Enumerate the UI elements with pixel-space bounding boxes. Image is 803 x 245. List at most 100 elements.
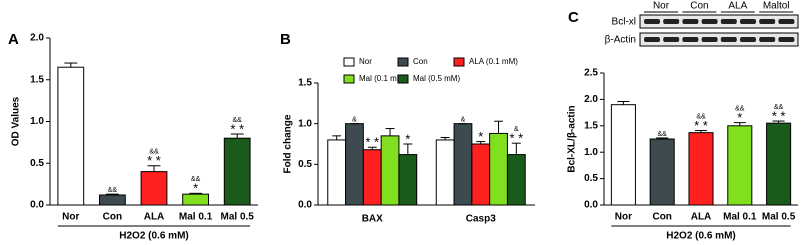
y-tick-label: 2.0 [584,94,598,105]
bar [223,137,251,206]
legend-label: Con [413,57,428,66]
legend-swatch [453,57,465,67]
legend-swatch [343,57,355,67]
bar [489,132,508,206]
significance-hash: && [233,117,243,124]
significance-hash: && [735,105,745,112]
y-tick-label: 1.5 [30,74,44,85]
significance-star: * * [694,118,708,133]
bar [345,123,364,206]
blot-band [701,19,718,24]
bar [435,139,455,206]
x-tick-label: Mal 0.1 [179,212,213,223]
blot-band [720,37,737,42]
significance-hash: && [191,176,201,183]
significance-hash: && [108,187,118,194]
bar [727,125,753,206]
legend-swatch [397,57,409,67]
x-tick-label: Con [652,212,671,223]
blot-band [740,19,756,24]
significance-hash: && [149,149,159,156]
legend-swatch [343,74,355,84]
significance-hash: & [461,117,466,124]
panel-letter: B [280,31,291,48]
bar [182,193,209,206]
significance-star: * [737,110,742,125]
bar [688,132,714,206]
legend-label: Nor [359,57,372,66]
blot-band [720,19,737,24]
blot-band [644,37,660,42]
blot-band [644,19,660,24]
y-tick-label: 1.0 [30,116,44,127]
bar [57,66,85,206]
x-tick-label: BAX [362,214,383,225]
significance-hash: && [774,104,784,111]
y-tick-label: 0.5 [584,173,598,184]
bar [471,143,491,206]
y-axis-label: OD Values [11,96,22,146]
bar [506,154,526,206]
x-tick-label: Nor [62,212,79,223]
blot-row-label: Bcl-xl [612,17,636,28]
legend-label: ALA (0.1 mM) [469,57,518,66]
x-tick-label: ALA [691,212,712,223]
blot-band [778,19,795,24]
y-tick-label: 0.5 [298,159,312,170]
y-tick-label: 0.0 [584,200,598,211]
significance-star: * * [772,108,786,123]
x-tick-label: ALA [144,212,165,223]
blot-band [740,37,756,42]
blot-band [663,37,680,42]
blot-lane-label: Nor [653,1,670,12]
significance-star: * * [509,131,523,146]
group-label: H2O2 (0.6 mM) [666,231,735,242]
y-tick-label: 1.0 [298,118,312,129]
bar [140,171,168,206]
significance-hash: && [696,113,706,120]
y-tick-label: 2.5 [584,68,598,79]
bar [649,138,675,206]
x-tick-label: Mal 0.5 [221,212,255,223]
legend-swatch [397,74,409,84]
bar [362,149,382,206]
legend-label: Mal (0.5 mM) [413,74,460,83]
blot-strip [639,32,799,47]
blot-row-label: β-Actin [605,35,636,46]
significance-star: * [478,129,483,144]
significance-star: * * [147,153,161,168]
y-tick-label: 0.0 [298,200,312,211]
y-tick-label: 0.0 [30,200,44,211]
blot-lane-label: Con [690,1,708,12]
y-tick-label: 1.0 [584,147,598,158]
significance-hash: && [658,131,668,138]
significance-star: * * [365,135,379,150]
bar [398,154,418,206]
y-axis-label: Bcl-XL/β-actin [567,105,578,172]
blot-band [663,19,680,24]
blot-band [682,37,699,42]
bar [99,194,126,206]
panel-letter: A [8,31,19,48]
significance-star: * [405,131,410,146]
blot-lane-label: Maltol [763,1,790,12]
y-tick-label: 1.5 [584,120,598,131]
y-tick-label: 1.5 [298,78,312,89]
x-tick-label: Mal 0.1 [723,212,757,223]
x-tick-label: Nor [615,212,632,223]
blot-band [682,19,699,24]
x-tick-label: Casp3 [466,214,496,225]
panel-letter: C [568,9,579,26]
blot-lane-label: ALA [728,1,747,12]
bar [453,123,473,206]
group-label: H2O2 (0.6 mM) [119,231,188,242]
blot-strip [639,14,799,29]
x-tick-label: Mal 0.5 [762,212,796,223]
blot-band [701,37,718,42]
significance-hash: & [352,117,357,124]
x-tick-label: Con [103,212,122,223]
blot-band [759,19,776,24]
blot-band [778,37,795,42]
bar [327,139,347,206]
